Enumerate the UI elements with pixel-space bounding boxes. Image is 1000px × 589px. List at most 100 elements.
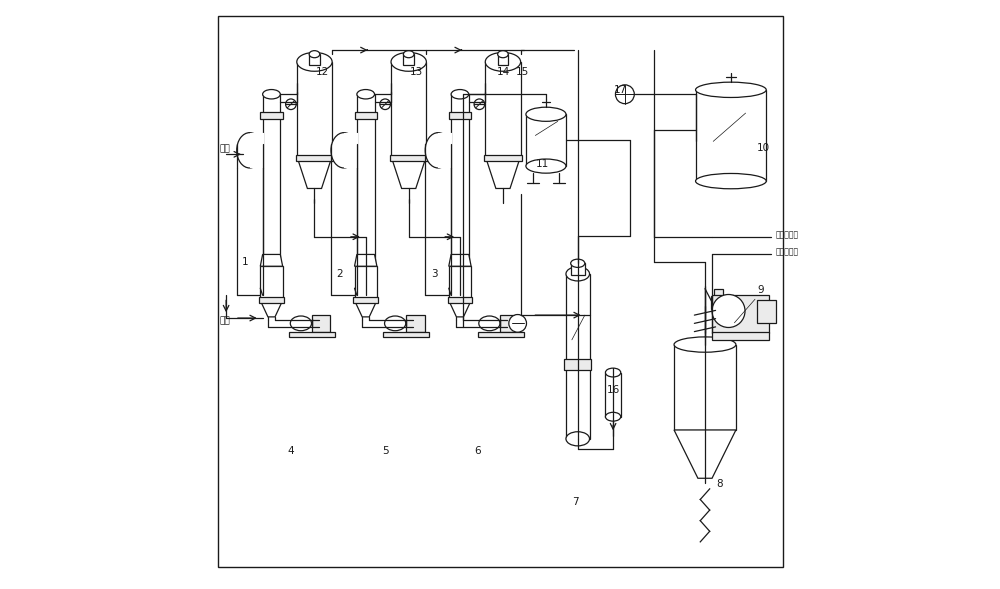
Ellipse shape [498,51,508,58]
Text: 9: 9 [757,285,764,294]
Bar [526,114,566,166]
Ellipse shape [566,432,590,446]
Text: 10: 10 [757,144,770,153]
Polygon shape [391,156,426,188]
Text: 12: 12 [315,67,329,77]
Ellipse shape [451,90,469,99]
Bar [566,274,590,439]
Bar [478,332,524,337]
Polygon shape [449,300,471,317]
Text: 15: 15 [516,67,529,77]
Bar [357,94,375,294]
Text: 1: 1 [242,257,249,267]
Bar [260,112,283,119]
Circle shape [615,85,634,104]
Ellipse shape [403,51,414,58]
Bar [451,94,469,294]
Polygon shape [485,156,521,188]
Bar [571,263,585,275]
Text: 原料: 原料 [220,144,230,153]
Bar [564,359,591,369]
Bar [500,315,519,332]
Text: 14: 14 [496,67,510,77]
Text: 11: 11 [536,159,549,168]
Text: 蒸汽: 蒸汽 [220,316,230,326]
Bar [403,54,414,65]
Circle shape [286,99,296,110]
Ellipse shape [263,90,280,99]
Bar [344,133,358,168]
Bar [485,62,521,156]
Ellipse shape [479,316,500,331]
Bar [438,133,452,168]
Text: 17: 17 [614,85,627,94]
Ellipse shape [309,51,320,58]
Bar [390,155,428,161]
Polygon shape [355,254,377,266]
Bar [296,155,333,161]
Text: 16: 16 [606,385,620,395]
Text: 4: 4 [288,446,294,455]
Bar [712,295,769,333]
Ellipse shape [571,259,585,267]
Polygon shape [449,254,471,266]
Ellipse shape [605,412,621,421]
Bar [449,112,471,119]
Ellipse shape [485,52,521,71]
Text: 8: 8 [716,479,722,489]
Bar [448,297,472,303]
Ellipse shape [290,316,312,331]
Bar [605,372,621,417]
Circle shape [712,294,745,327]
Ellipse shape [526,107,566,121]
Bar [250,133,264,168]
Bar [259,297,284,303]
Ellipse shape [391,52,426,71]
Polygon shape [297,156,332,188]
Ellipse shape [357,90,375,99]
Text: 氯化鋰母液: 氯化鋰母液 [776,230,799,239]
Bar [696,90,766,181]
Ellipse shape [385,316,406,331]
Bar [712,332,769,340]
Circle shape [474,99,485,110]
Bar [289,332,335,337]
Ellipse shape [237,133,263,168]
Text: 2: 2 [336,269,343,279]
Ellipse shape [674,337,736,352]
Bar [355,112,377,119]
Bar [309,54,320,65]
Bar [449,266,471,300]
Text: 13: 13 [410,67,423,77]
Polygon shape [260,300,283,317]
Bar [406,315,425,332]
Ellipse shape [526,159,566,173]
Bar [260,266,283,300]
Bar [312,315,330,332]
Ellipse shape [696,174,766,188]
Bar [498,54,508,65]
Text: 6: 6 [474,446,481,455]
Polygon shape [260,254,283,266]
Ellipse shape [425,133,451,168]
Text: 氯化鈉結晶: 氯化鈉結晶 [776,247,799,257]
Text: 5: 5 [382,446,388,455]
Text: 3: 3 [431,269,437,279]
Bar [484,155,522,161]
Circle shape [380,99,390,110]
Ellipse shape [357,290,375,299]
Text: 7: 7 [572,497,579,507]
Bar [355,266,377,300]
Ellipse shape [263,290,280,299]
Ellipse shape [297,52,332,71]
Bar [711,296,729,309]
Circle shape [509,315,527,332]
Polygon shape [674,430,736,478]
Bar [674,345,736,430]
Bar [714,289,723,299]
Polygon shape [355,300,377,317]
Ellipse shape [331,133,357,168]
Bar [383,332,429,337]
Ellipse shape [696,82,766,97]
Ellipse shape [566,267,590,281]
